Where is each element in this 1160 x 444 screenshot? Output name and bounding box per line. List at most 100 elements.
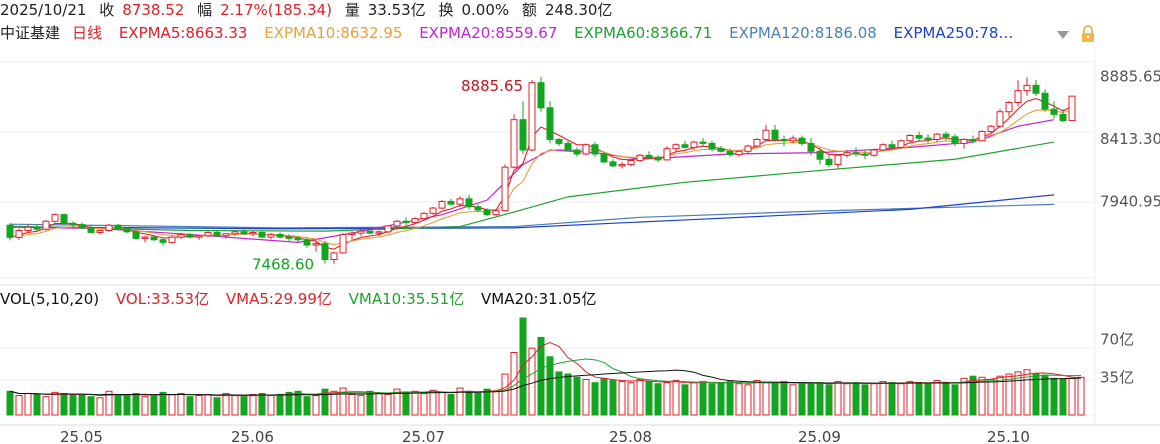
price-tick-label: 8413.30 [1100,130,1160,148]
candle-body [1059,113,1067,122]
ema-line-expma60 [9,141,1055,232]
price-tick-label: 8885.65 [1100,68,1160,86]
candle-body [699,141,707,144]
volume-bar [609,380,617,416]
vol-indicator-name: VOL(5,10,20) [0,290,100,308]
volume-bar [285,391,293,416]
date-tick-label: 25.08 [609,428,652,444]
volume-bar [177,392,185,416]
ema5-legend: EXPMA5:8663.33 [118,24,248,42]
volume-bar [843,383,851,416]
candle-body [546,107,554,140]
volume-bar [204,394,212,416]
candle-body [627,160,635,166]
volume-bar [978,376,986,416]
volume-bar [834,381,842,416]
candle-body [870,149,878,156]
volume-bar [1059,378,1067,416]
volume-bar [663,382,671,416]
quote-summary: 2025/10/21 收 8738.52 幅 2.17%(185.34) 量 33.5… [0,0,620,22]
volume-bar [906,381,914,416]
candle-body [726,150,734,156]
candle-body [168,236,176,243]
candle-body [258,231,266,238]
candle-body [123,228,131,233]
candle-body [1005,102,1013,113]
volume-bar [150,395,158,416]
volume-bar [1077,376,1085,416]
price-tick-label: 7940.95 [1100,192,1160,210]
candle-body [348,232,356,235]
high-price-annotation: 8885.65 [461,77,523,95]
volume-bar [168,394,176,416]
volume-bar [555,371,563,416]
candle-body [897,140,905,148]
volume-bar [474,392,482,416]
volume-bar [6,390,14,416]
candle-body [294,237,302,241]
candle-body [807,142,815,152]
candle-body [339,233,347,254]
candle-body [906,134,914,142]
candle-body [762,129,770,140]
volume-bar [465,390,473,416]
candle-body [105,224,113,231]
date-tick-label: 25.09 [798,428,841,444]
volume-bar [312,395,320,416]
candle-body [231,231,239,235]
candle-body [393,220,401,227]
volume-tick-label: 70亿 [1100,331,1134,349]
candle-body [591,144,599,155]
volume-bar [969,375,977,416]
axis-labels: 8885.65 8413.30 7940.95 70亿 35亿 25.05 25.06 25.… [60,68,1160,444]
candle-body [798,137,806,144]
vma10-legend: VMA10:35.51亿 [348,290,465,308]
lock-icon[interactable] [1078,24,1098,44]
candle-body [51,214,59,222]
volume-bar [267,395,275,416]
volume-bar [726,381,734,416]
volume-bar [879,381,887,416]
volume-bar [528,347,536,416]
candle-body [357,230,365,234]
volume-bar [573,376,581,416]
ema-lines [9,97,1073,250]
candle-body [411,218,419,224]
candle-body [933,133,941,140]
candle-body [213,231,221,237]
volume-bar [789,384,797,416]
volume-bar [1005,373,1013,416]
candle-body [330,252,338,261]
candle-body [474,206,482,211]
triangle-down-icon[interactable] [1053,24,1073,44]
volume-bar [699,381,707,416]
volume-bar [1032,373,1040,416]
volume-bar [357,395,365,416]
volume-bar [78,394,86,416]
volume-bars [6,317,1085,416]
candle-body [744,145,752,152]
candle-body [519,119,527,151]
turnover-label: 换 [438,1,454,19]
candle-body [501,166,509,212]
volume-bar [618,381,626,416]
candle-body [825,158,833,166]
candle-body [69,222,77,226]
candle-body [483,209,491,216]
volume-bar [897,383,905,416]
ema250-legend: EXPMA250:78… [893,24,1014,42]
candle-body [645,154,653,158]
candle-body [438,200,446,209]
period-label[interactable]: 日线 [72,24,103,42]
candle-body [528,82,536,151]
vma20-legend: VMA20:31.05亿 [481,290,597,308]
candle-body [177,233,185,238]
candle-body [114,224,122,230]
candle-body [285,236,293,239]
candle-body [771,129,779,140]
volume-bar [15,395,23,416]
volume-bar [429,389,437,416]
volume-bar [519,317,527,416]
volume-bar [681,384,689,416]
